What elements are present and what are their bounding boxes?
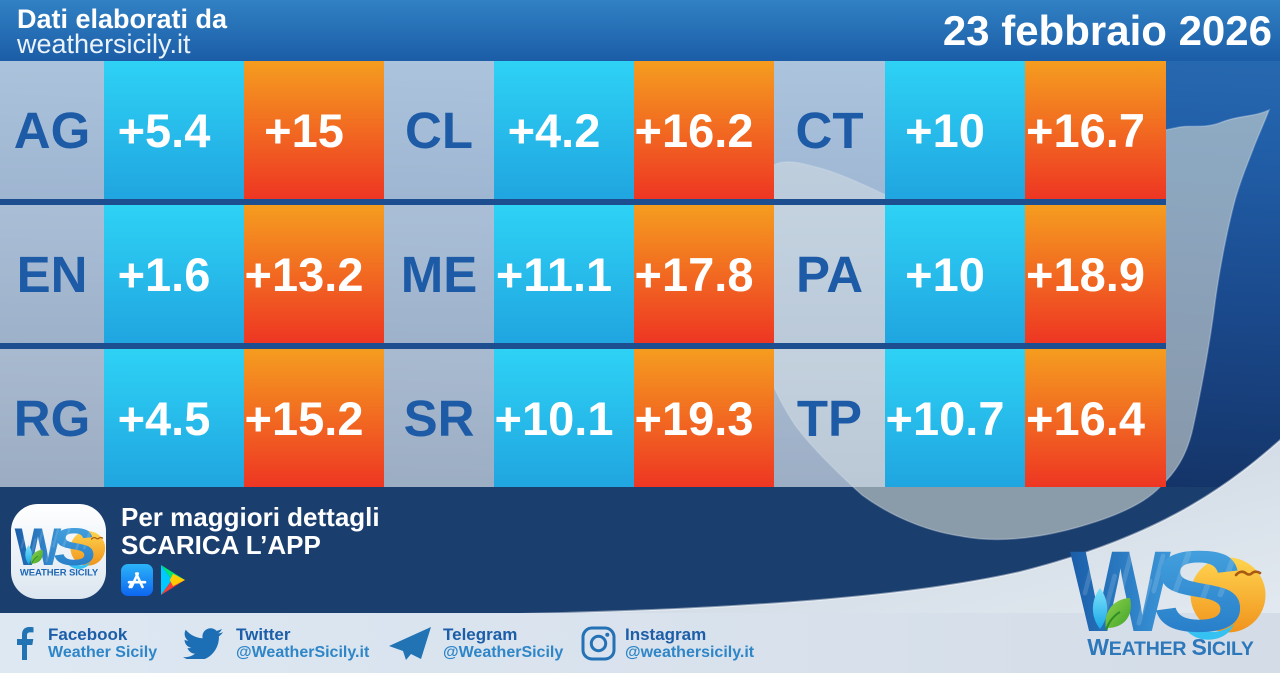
svg-text:WEATHER SICILY: WEATHER SICILY: [20, 568, 99, 579]
